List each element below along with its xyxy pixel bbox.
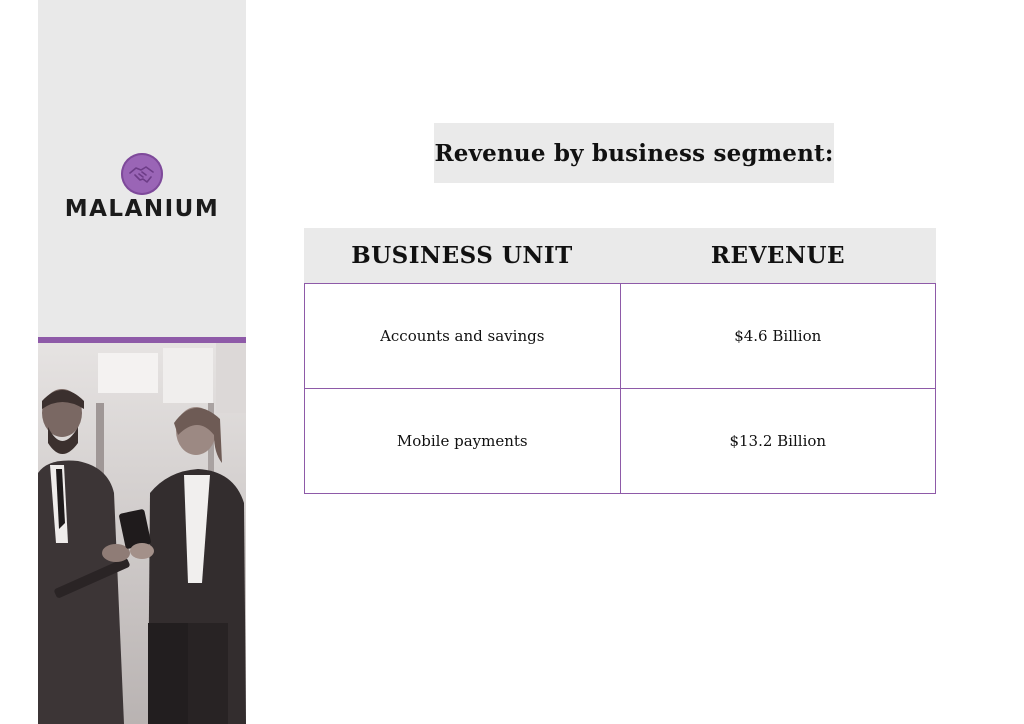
cell-revenue: $4.6 Billion	[619, 284, 936, 388]
table-header: BUSINESS UNIT REVENUE	[304, 228, 936, 283]
table-row: Mobile payments $13.2 Billion	[305, 389, 935, 494]
table-row: Accounts and savings $4.6 Billion	[305, 284, 935, 389]
accent-bar	[38, 337, 246, 343]
table-body: Accounts and savings $4.6 Billion Mobile…	[304, 283, 936, 494]
brand-name: MALANIUM	[64, 196, 220, 222]
cell-revenue: $13.2 Billion	[619, 389, 936, 493]
cell-business-unit: Mobile payments	[396, 432, 528, 450]
title-banner: Revenue by business segment:	[434, 123, 834, 183]
page-title: Revenue by business segment:	[434, 139, 834, 167]
sidebar: MALANIUM	[38, 0, 246, 724]
business-people-photo	[38, 343, 246, 724]
header-business-unit: BUSINESS UNIT	[351, 242, 573, 269]
header-revenue: REVENUE	[710, 242, 846, 269]
revenue-table: BUSINESS UNIT REVENUE Accounts and savin…	[304, 228, 936, 494]
cell-business-unit: Accounts and savings	[380, 327, 545, 345]
handshake-icon	[121, 153, 163, 195]
